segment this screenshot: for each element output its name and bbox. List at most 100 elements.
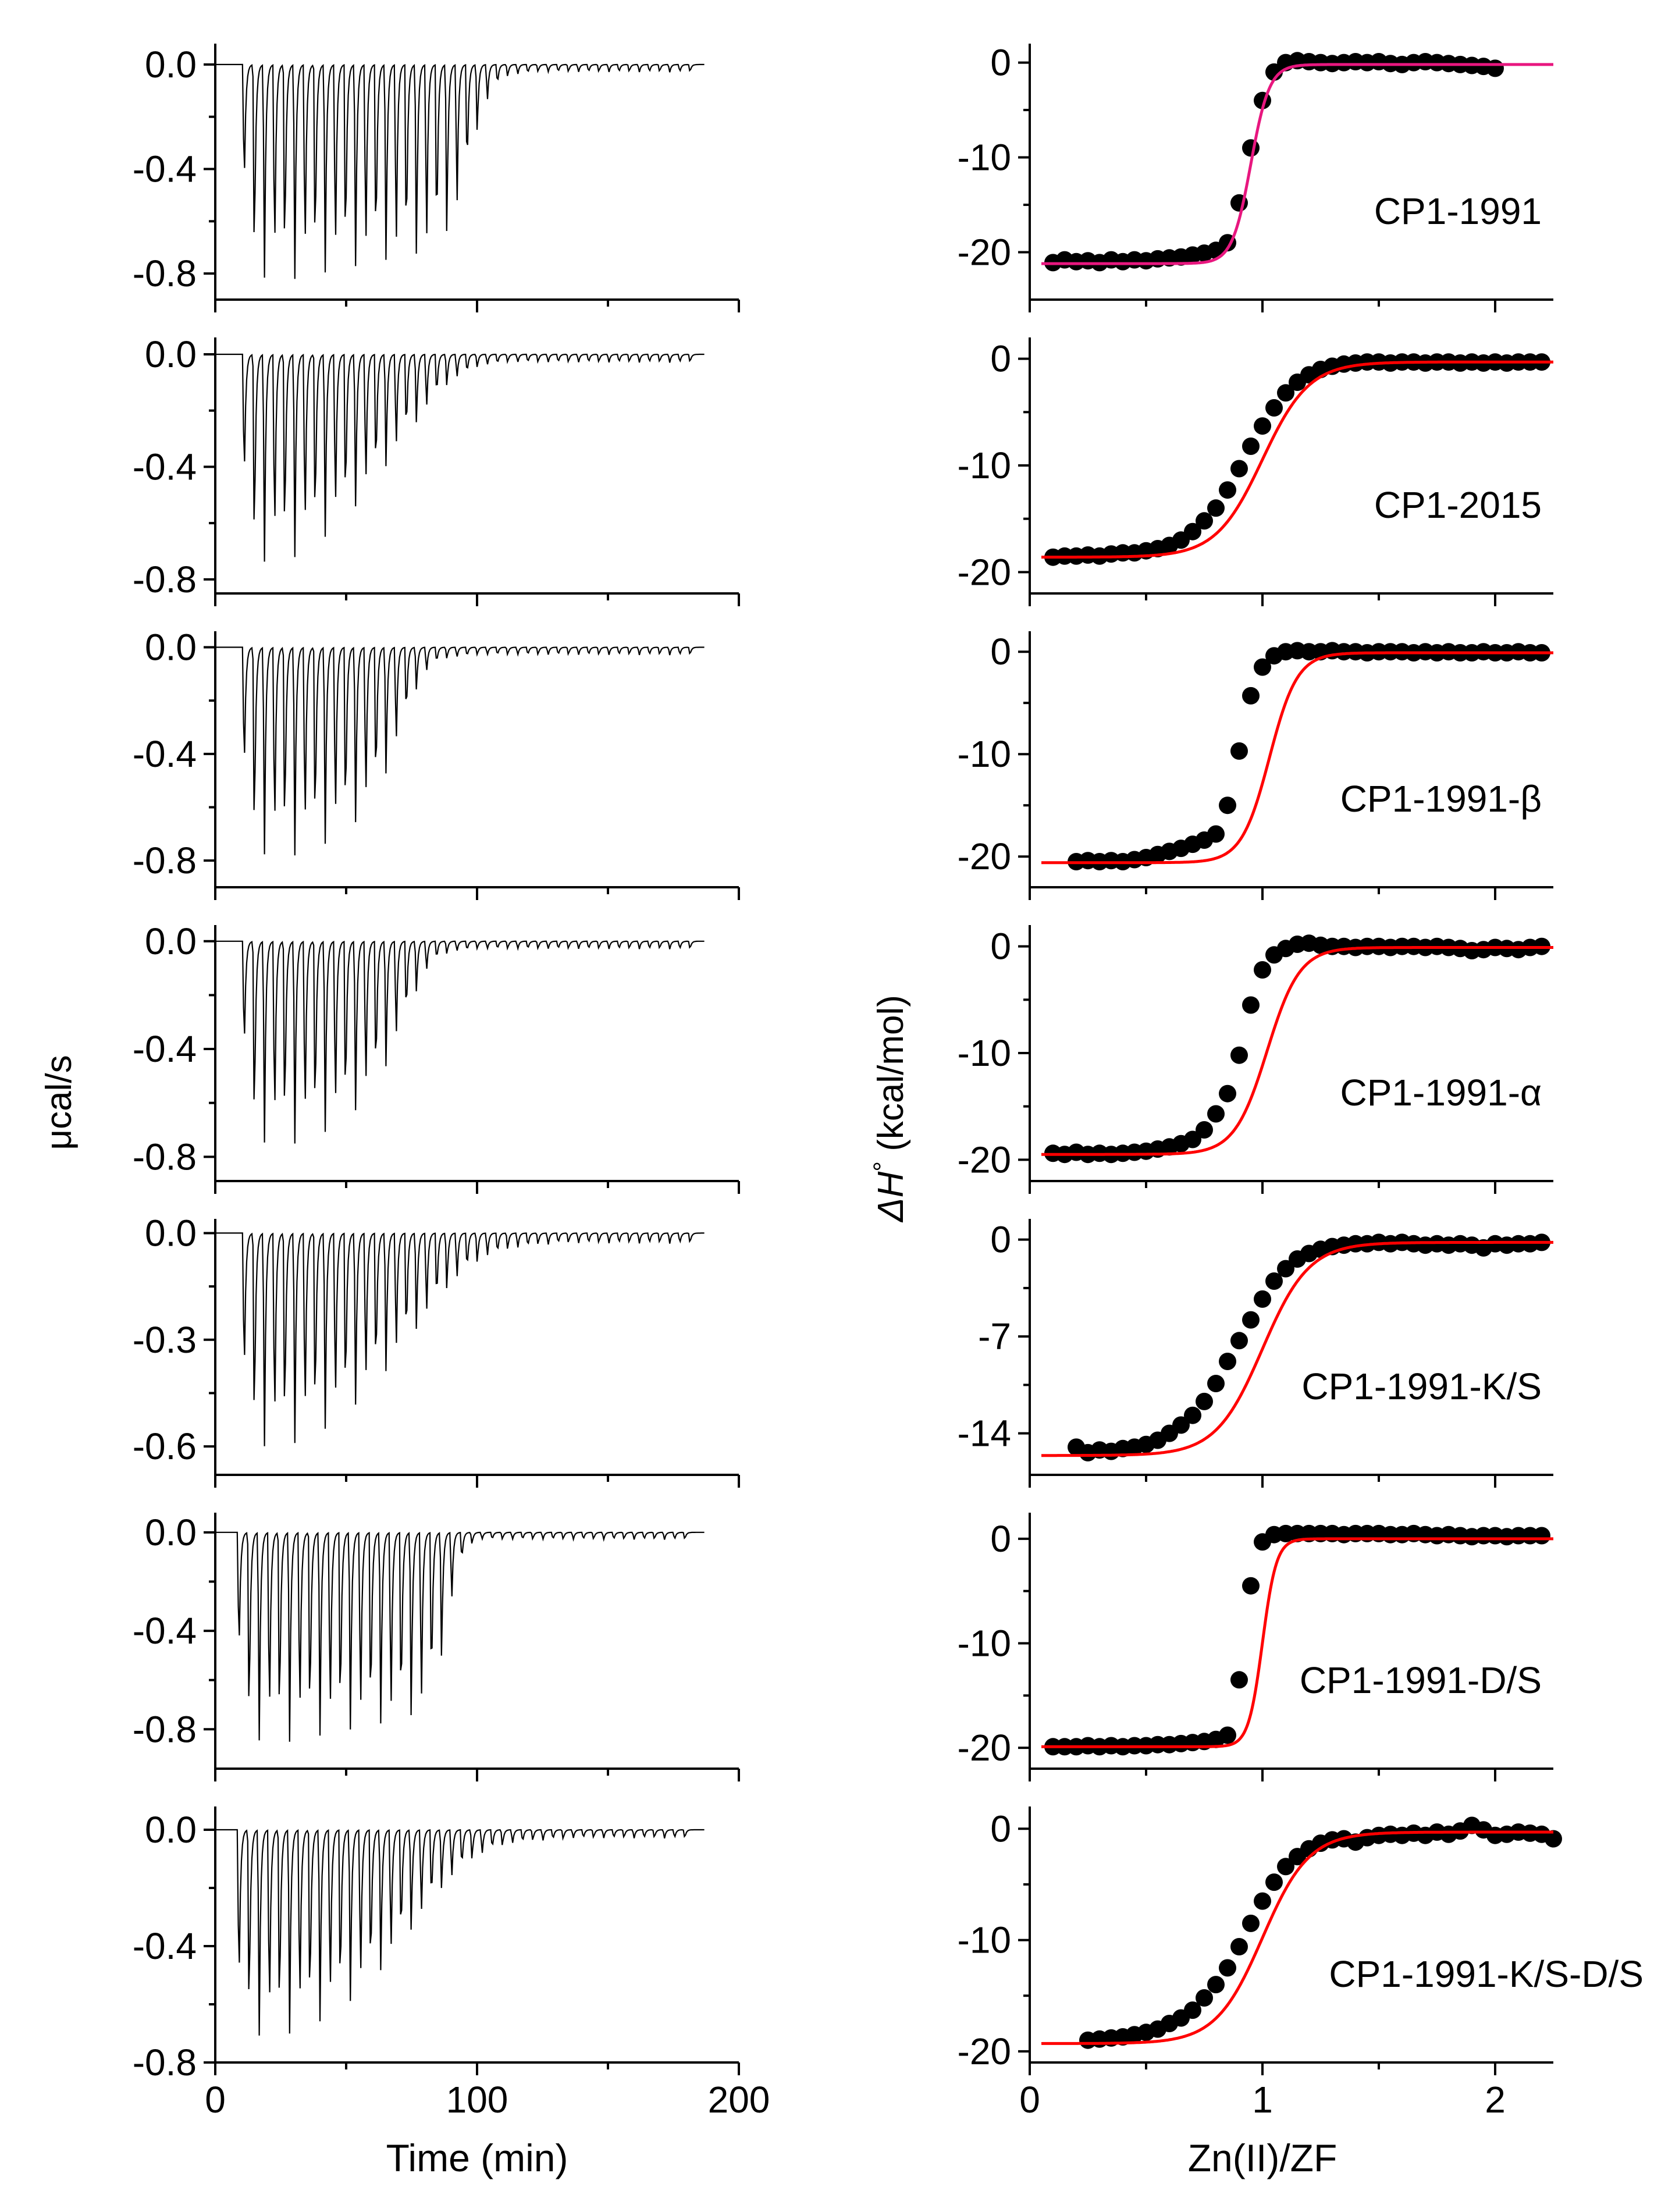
y-tick-label: -20 — [958, 2030, 1012, 2072]
x-tick-label: 100 — [446, 2079, 508, 2121]
data-point — [1254, 417, 1271, 435]
data-point — [1196, 1989, 1213, 2007]
sample-label: CP1-1991-K/S — [1301, 1365, 1542, 1407]
y-tick-label: -0.8 — [133, 253, 197, 294]
isotherm-column: 0 -10 -20 CP1-1991 0 -10 -20 CP1-2015 0 -10 -20 CP1… — [958, 42, 1644, 2121]
y-tick-label: -10 — [958, 1919, 1012, 1961]
data-point — [1207, 499, 1225, 517]
data-point — [1207, 1375, 1225, 1392]
data-point — [1219, 1084, 1236, 1103]
thermogram-column: 0.0 -0.4 -0.8 0.0 -0.4 -0.8 0.0 -0.4 -0.8 0.0 -0.4… — [133, 44, 770, 2121]
y-tick-label: -0.4 — [133, 148, 197, 190]
thermogram-trace — [215, 1829, 705, 2036]
y-tick-label: -10 — [958, 1032, 1012, 1074]
thermogram-trace — [215, 353, 705, 562]
y-tick-label: -10 — [958, 1622, 1012, 1664]
y-tick-label: -10 — [958, 444, 1012, 486]
thermogram-panel-4: 0.0 -0.4 -0.8 — [133, 920, 740, 1194]
y-tick-label: 0 — [990, 1808, 1011, 1850]
data-point — [1230, 742, 1248, 760]
y-tick-label: 0.0 — [145, 1809, 197, 1851]
y-tick-label: -0.8 — [133, 2042, 197, 2083]
y-tick-label: -0.8 — [133, 1708, 197, 1750]
y-tick-label: -0.3 — [133, 1319, 197, 1361]
isotherm-panel-4: 0 -10 -20 CP1-1991-α — [958, 925, 1553, 1194]
fit-curve — [1041, 360, 1553, 559]
data-point — [1219, 1353, 1236, 1370]
thermogram-trace — [215, 646, 705, 856]
data-point — [1242, 438, 1260, 455]
y-tick-label: -20 — [958, 232, 1012, 273]
data-point — [1265, 1873, 1283, 1891]
fit-curve — [1041, 1537, 1553, 1748]
y-tick-label: -0.8 — [133, 1136, 197, 1178]
data-point — [1254, 961, 1271, 979]
data-point — [1172, 1416, 1190, 1434]
data-point — [1196, 1392, 1213, 1410]
y-tick-label: -10 — [958, 137, 1012, 179]
data-point — [1254, 1892, 1271, 1910]
data-point — [1265, 63, 1283, 81]
y-tick-label: 0.0 — [145, 627, 197, 668]
right-y-label-units: (kcal/mol) — [871, 995, 911, 1161]
data-point — [1219, 796, 1236, 815]
fit-curve — [1041, 651, 1553, 865]
thermogram-panel-1: 0.0 -0.4 -0.8 — [133, 44, 740, 312]
data-point — [1230, 1671, 1248, 1689]
y-tick-label: -0.6 — [133, 1425, 197, 1467]
y-tick-label: 0 — [990, 926, 1011, 968]
fit-curve — [1041, 946, 1553, 1156]
data-point — [1254, 1290, 1271, 1308]
data-point — [1486, 59, 1504, 77]
y-tick-label: -20 — [958, 835, 1012, 877]
right-x-axis-label: Zn(II)/ZF — [1188, 2136, 1337, 2179]
sample-label: CP1-1991-β — [1340, 778, 1542, 820]
sample-label: CP1-1991-α — [1340, 1072, 1542, 1114]
data-point — [1184, 522, 1201, 540]
isotherm-panel-3: 0 -10 -20 CP1-1991-β — [958, 631, 1553, 900]
data-point — [1265, 1272, 1283, 1290]
x-tick-label: 0 — [205, 2079, 226, 2121]
y-tick-label: -20 — [958, 551, 1012, 593]
x-tick-label: 1 — [1252, 2079, 1273, 2121]
right-y-axis-label: ΔH° (kcal/mol) — [869, 995, 911, 1223]
sample-label: CP1-2015 — [1374, 484, 1542, 526]
y-tick-label: -20 — [958, 1727, 1012, 1769]
data-point — [1230, 1938, 1248, 1955]
y-tick-label: -0.4 — [133, 1925, 197, 1967]
isotherm-panel-2: 0 -10 -20 CP1-2015 — [958, 337, 1553, 606]
fit-curve — [1041, 1830, 1553, 2045]
isotherm-panel-5: 0 -7 -14 CP1-1991-K/S — [958, 1219, 1553, 1488]
data-point — [1545, 1830, 1562, 1848]
data-point — [1242, 687, 1260, 705]
isotherm-panel-1: 0 -10 -20 CP1-1991 — [958, 42, 1553, 312]
right-y-label-delta-h: ΔH — [871, 1171, 911, 1223]
data-point — [1196, 512, 1213, 530]
y-tick-label: -7 — [978, 1315, 1011, 1357]
data-point — [1230, 1046, 1248, 1064]
thermogram-panel-7: 0 100 200 0.0 -0.4 -0.8 — [133, 1806, 770, 2121]
thermogram-trace — [215, 63, 705, 279]
y-tick-label: 0 — [990, 1219, 1011, 1261]
thermogram-panel-6: 0.0 -0.4 -0.8 — [133, 1512, 740, 1781]
data-point — [1184, 2001, 1201, 2019]
y-tick-label: -0.8 — [133, 840, 197, 881]
data-point — [1242, 1914, 1260, 1932]
y-tick-label: 0.0 — [145, 333, 197, 375]
left-x-axis-label: Time (min) — [386, 2136, 568, 2179]
data-point — [1230, 1332, 1248, 1350]
y-tick-label: 0.0 — [145, 920, 197, 962]
data-point — [1277, 1858, 1294, 1876]
y-tick-label: 0.0 — [145, 1512, 197, 1553]
y-tick-label: 0.0 — [145, 44, 197, 86]
data-point — [1184, 1130, 1201, 1148]
data-point — [1242, 1311, 1260, 1329]
x-tick-label: 200 — [708, 2079, 770, 2121]
y-tick-label: 0 — [990, 1518, 1011, 1560]
sample-label: CP1-1991-D/S — [1300, 1659, 1542, 1701]
data-point — [1219, 1726, 1236, 1744]
y-tick-label: -14 — [958, 1413, 1012, 1454]
data-point — [1184, 1406, 1201, 1424]
left-y-axis-label: μcal/s — [39, 1055, 79, 1150]
